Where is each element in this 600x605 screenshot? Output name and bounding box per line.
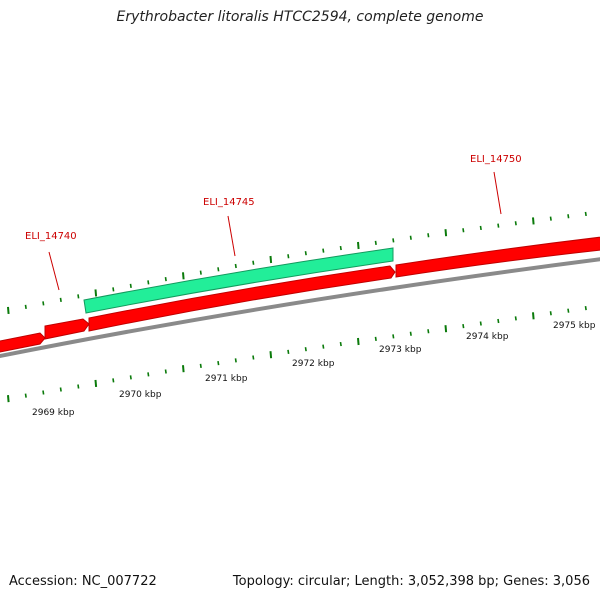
inner-ring-minor-tick [427, 329, 430, 334]
inner-ring-minor-tick [147, 372, 150, 377]
kbp-label-2971: 2971 kbp [205, 374, 248, 384]
outer-ring-minor-tick [339, 245, 342, 251]
inner-ring-major-tick [182, 365, 185, 373]
outer-ring-minor-tick [199, 270, 202, 275]
outer-ring-minor-tick [287, 254, 290, 259]
gene-label-eli-14745[interactable]: ELI_14745 [203, 197, 255, 208]
outer-ring-minor-tick [129, 283, 132, 289]
inner-ring-minor-tick [24, 393, 27, 398]
outer-ring-minor-tick [567, 214, 570, 219]
inner-ring-major-tick [269, 351, 273, 359]
outer-ring-minor-tick [462, 228, 465, 233]
gene-label-eli-14750[interactable]: ELI_14750 [470, 154, 522, 165]
map-title: Erythrobacter litoralis HTCC2594, comple… [116, 9, 484, 25]
kbp-label-2973: 2973 kbp [379, 345, 422, 355]
outer-ring-minor-tick [252, 260, 255, 265]
gene-arrow-eli-14740[interactable] [44, 318, 90, 340]
outer-ring-minor-tick [514, 221, 517, 226]
outer-ring-minor-tick [322, 248, 325, 253]
inner-ring-major-tick [357, 337, 360, 346]
accession-text: Accession: NC_007722 [9, 574, 157, 589]
kbp-label-2970: 2970 kbp [119, 390, 162, 400]
gene-arrow-eli-14745[interactable] [83, 247, 394, 314]
outer-ring-minor-tick [112, 287, 115, 292]
inner-ring-minor-tick [129, 375, 132, 380]
inner-ring-minor-tick [42, 390, 45, 395]
outer-ring-minor-tick [497, 223, 500, 228]
genome-backbone [0, 257, 600, 359]
gene-label-eli-14740[interactable]: ELI_14740 [25, 231, 77, 242]
outer-ring-minor-tick [59, 297, 62, 303]
leader-eli-14740 [48, 251, 60, 291]
genome-stats-text: Topology: circular; Length: 3,052,398 bp… [232, 574, 590, 589]
outer-ring-minor-tick [304, 251, 307, 256]
inner-ring-minor-tick [287, 349, 290, 355]
outer-ring-minor-tick [584, 211, 587, 217]
gene-arrow-eli-14750[interactable] [395, 236, 600, 278]
outer-ring-minor-tick [392, 238, 395, 243]
outer-ring-major-tick [7, 306, 10, 314]
kbp-label-2969: 2969 kbp [32, 408, 75, 418]
inner-ring-minor-tick [164, 369, 167, 374]
kbp-label-2974: 2974 kbp [466, 332, 509, 342]
kbp-label-2975: 2975 kbp [553, 321, 596, 331]
inner-ring-minor-tick [567, 308, 570, 313]
inner-ring-minor-tick [549, 311, 552, 316]
outer-ring-minor-tick [374, 240, 377, 246]
outer-ring-major-tick [532, 217, 535, 225]
outer-ring-major-tick [357, 241, 360, 250]
gene-arrow-eli-14745-fwd[interactable] [88, 265, 396, 332]
inner-tick-ring [7, 306, 587, 403]
inner-ring-minor-tick [392, 334, 395, 339]
outer-ring-minor-tick [24, 304, 27, 310]
outer-ring-minor-tick [234, 263, 237, 269]
inner-ring-minor-tick [234, 358, 237, 363]
inner-ring-minor-tick [514, 316, 517, 321]
inner-ring-minor-tick [462, 323, 465, 329]
forward-genes [0, 236, 600, 354]
inner-ring-major-tick [532, 312, 535, 320]
inner-ring-minor-tick [584, 306, 587, 311]
inner-ring-minor-tick [77, 384, 80, 389]
inner-ring-minor-tick [479, 321, 482, 326]
leader-eli-14745 [227, 215, 236, 257]
gene-arrow-left-edge[interactable] [0, 332, 46, 354]
outer-ring-major-tick [94, 289, 98, 297]
outer-ring-minor-tick [549, 216, 552, 221]
outer-ring-minor-tick [164, 276, 167, 282]
outer-ring-minor-tick [479, 225, 482, 231]
inner-ring-minor-tick [497, 318, 500, 324]
inner-ring-major-tick [7, 395, 10, 403]
inner-ring-minor-tick [322, 344, 325, 349]
inner-ring-major-tick [94, 379, 98, 388]
outer-ring-minor-tick [409, 235, 412, 240]
inner-ring-minor-tick [217, 361, 220, 366]
inner-ring-minor-tick [304, 347, 307, 352]
inner-ring-minor-tick [374, 336, 377, 342]
outer-ring-major-tick [269, 255, 273, 264]
outer-ring-minor-tick [147, 280, 150, 285]
inner-ring-minor-tick [112, 378, 115, 383]
leader-eli-14750 [493, 171, 502, 215]
outer-ring-minor-tick [217, 267, 220, 272]
inner-ring-minor-tick [252, 355, 255, 360]
inner-ring-minor-tick [59, 387, 62, 392]
outer-ring-minor-tick [77, 294, 80, 299]
inner-ring-minor-tick [409, 331, 412, 336]
inner-ring-minor-tick [199, 363, 202, 369]
kbp-label-2972: 2972 kbp [292, 359, 335, 369]
outer-tick-ring [7, 211, 587, 314]
outer-ring-minor-tick [42, 301, 45, 306]
outer-ring-minor-tick [427, 233, 430, 238]
outer-ring-major-tick [182, 272, 185, 280]
inner-ring-minor-tick [339, 341, 342, 347]
outer-ring-major-tick [444, 229, 448, 237]
inner-ring-major-tick [444, 325, 448, 333]
